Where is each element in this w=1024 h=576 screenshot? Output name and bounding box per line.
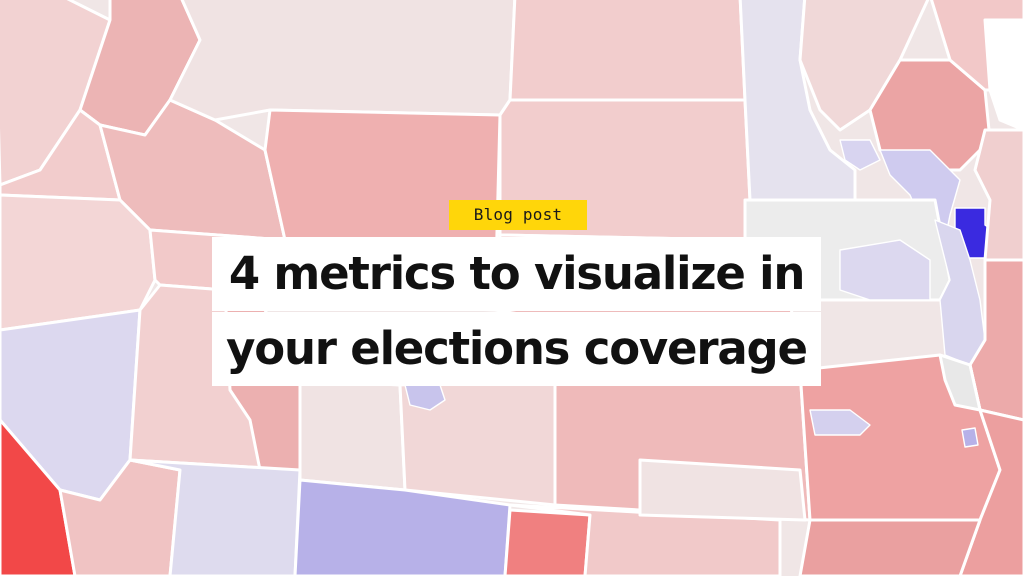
map-region-mo-ne xyxy=(938,353,982,412)
map-region-minnesota-metro xyxy=(839,139,881,171)
map-region-california xyxy=(0,418,77,576)
map-region-montana xyxy=(168,0,517,122)
map-region-kc-blue xyxy=(809,409,871,436)
map-region-kansas-east xyxy=(638,458,807,522)
map-region-lake xyxy=(983,18,1024,132)
map-region-arkansas xyxy=(798,518,982,576)
map-region-texas-panhandle xyxy=(503,508,592,576)
page-title-line-2: your elections coverage xyxy=(212,312,821,386)
map-region-stl-blue xyxy=(961,427,979,448)
map-region-iowa-blue xyxy=(839,239,931,301)
blog-post-badge: Blog post xyxy=(449,200,587,230)
map-region-colorado-west xyxy=(298,378,407,492)
page-title-line-1: 4 metrics to visualize in xyxy=(212,237,821,311)
map-region-michigan xyxy=(973,128,1024,262)
map-region-arizona xyxy=(128,458,302,576)
map-region-minnesota-ne xyxy=(798,0,930,132)
map-region-n-dakota xyxy=(508,0,747,102)
